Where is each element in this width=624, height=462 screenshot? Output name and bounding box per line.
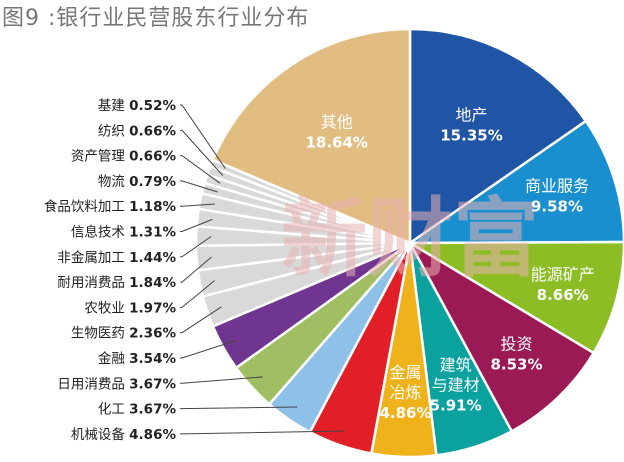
slice-value-label: 15.35% [440,127,502,145]
legend-name: 基建 [98,97,129,114]
outside-label: 生物医药 2.36% [71,326,177,342]
leader-line [180,236,212,258]
legend-value: 0.66% [129,149,176,165]
outside-label: 金融 3.54% [98,351,177,367]
legend-value: 0.79% [129,174,176,190]
slice-name-label: 建筑 [440,356,472,375]
legend-name: 信息技术 [71,224,129,241]
legend-name: 食品饮料加工 [44,198,129,215]
legend-value: 1.97% [129,300,176,316]
slice-name-label: 能源矿产 [531,265,595,284]
slice-value-label: 5.91% [430,397,482,415]
legend-name: 金融 [98,351,129,367]
outside-label: 资产管理 0.66% [71,149,177,165]
legend-name: 化工 [98,402,129,418]
outside-label: 非金属加工 1.44% [57,250,176,266]
legend-name: 纺织 [98,123,129,139]
slice-name-label: 与建材 [432,376,480,395]
outside-label: 化工 3.67% [98,402,177,418]
leader-line [180,376,263,384]
legend-value: 0.52% [129,98,176,114]
leader-line [180,280,215,308]
outside-label: 耐用消费品 1.84% [57,275,176,291]
outside-label: 食品饮料加工 1.18% [44,198,177,215]
slice-value-label: 9.58% [531,198,583,216]
legend-name: 日用消费品 [57,376,129,392]
slice-value-label: 4.86% [379,404,431,422]
outside-label: 农牧业 1.97% [84,300,176,316]
slice-name-label: 金属 [389,363,421,382]
leader-line [180,339,237,359]
slice-name-label: 地产 [455,106,487,125]
legend-value: 4.86% [129,427,176,443]
slice-value-label: 8.53% [490,355,542,373]
outside-label: 基建 0.52% [98,97,177,114]
slice-value-label: 18.64% [305,133,367,151]
legend-value: 3.67% [129,402,176,418]
pie-slice-20 [211,27,412,245]
legend-value: 0.66% [129,123,176,139]
slice-name-label: 商业服务 [525,177,589,196]
leader-line [180,406,298,410]
legend-value: 1.31% [129,225,176,241]
leader-line [180,203,215,207]
legend-name: 机械设备 [71,426,129,443]
legend-value: 1.44% [129,250,176,266]
outside-label: 日用消费品 3.67% [57,376,176,392]
legend-value: 3.54% [129,351,176,367]
legend-value: 3.67% [129,376,176,392]
legend-name: 资产管理 [71,149,129,165]
pie-slice-0 [408,27,588,246]
leader-line [180,180,218,193]
legend-value: 1.18% [129,199,176,215]
slice-name-label: 投资 [500,334,532,353]
legend-value: 2.36% [129,326,176,342]
legend-name: 生物医药 [71,326,129,342]
leader-line [180,155,221,184]
legend-value: 1.84% [129,275,176,291]
leader-line [180,430,345,435]
outside-label: 机械设备 4.86% [71,426,177,443]
outside-label: 信息技术 1.31% [71,224,177,241]
pie-slice-3 [406,239,596,433]
leader-line [180,306,222,334]
slice-value-label: 8.66% [537,286,589,304]
leader-line [180,104,226,169]
slice-name-label: 冶炼 [389,383,421,402]
outside-label: 纺织 0.66% [98,123,177,139]
legend-name: 物流 [98,174,129,190]
chart-title: 图9 :银行业民营股东行业分布 [2,6,310,31]
legend-name: 耐用消费品 [57,275,129,291]
outside-label: 物流 0.79% [98,174,177,190]
leader-line [180,129,224,176]
legend-name: 农牧业 [84,300,129,316]
leader-line [180,218,213,232]
leader-line [180,256,212,283]
slice-name-label: 其他 [321,112,353,131]
watermark: 新财富 [281,188,539,289]
legend-name: 非金属加工 [57,250,129,266]
